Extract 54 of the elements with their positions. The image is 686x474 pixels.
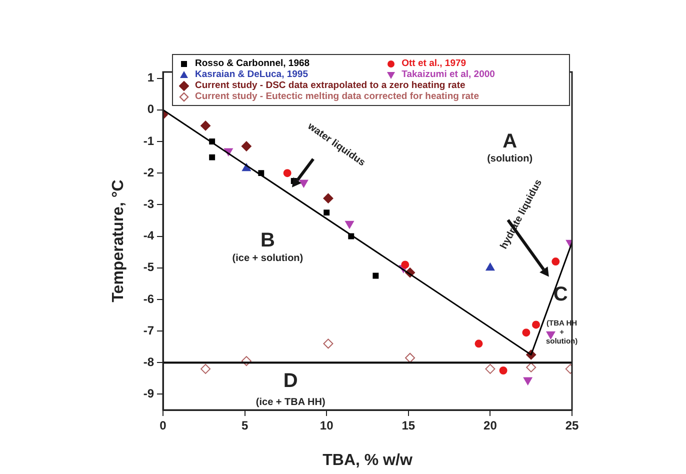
point — [209, 154, 216, 160]
annotation: D — [283, 370, 298, 392]
point — [200, 120, 211, 131]
point — [523, 377, 532, 385]
point — [241, 141, 252, 152]
point — [526, 362, 536, 372]
y-tick-label: -8 — [143, 354, 154, 369]
y-tick-label: 1 — [147, 70, 154, 85]
legend-label: Takaizumi et al, 2000 — [402, 69, 495, 80]
x-tick-label: 20 — [484, 418, 498, 433]
legend-label: Current study - Eutectic melting data corrected for heating rate — [195, 91, 479, 102]
point — [200, 364, 211, 374]
legend-label: Ott et al., 1979 — [402, 58, 466, 69]
y-tick-label: -3 — [143, 196, 154, 211]
point — [345, 220, 354, 229]
y-tick-label: -6 — [143, 292, 154, 306]
point — [283, 169, 292, 178]
point — [485, 364, 496, 374]
annotation: B — [260, 230, 275, 252]
x-tick-label: 15 — [402, 418, 416, 433]
x-axis-title: TBA, % w/w — [322, 452, 413, 469]
annotation: (solution) — [487, 153, 533, 164]
y-tick-label: -1 — [143, 134, 154, 148]
y-tick-label: -5 — [143, 260, 154, 274]
annotation: (ice + solution) — [232, 252, 304, 264]
point — [522, 328, 530, 337]
point — [323, 338, 334, 349]
point — [474, 340, 483, 348]
y-tick-label: -9 — [143, 386, 154, 401]
point — [499, 366, 508, 375]
x-tick-label: 5 — [241, 418, 248, 433]
y-tick-label: 0 — [147, 102, 154, 116]
legend-label: Kasraian & DeLuca, 1995 — [195, 69, 308, 80]
y-tick-label: -2 — [143, 165, 154, 180]
x-tick-label: 25 — [565, 418, 579, 433]
point — [401, 260, 410, 269]
y-tick-label: -4 — [143, 228, 154, 243]
annotation: A — [502, 130, 518, 152]
point — [323, 193, 334, 204]
point — [299, 180, 308, 188]
point — [486, 262, 495, 271]
point — [532, 320, 540, 329]
x-tick-label: 0 — [160, 418, 167, 433]
y-tick-label: -7 — [143, 323, 154, 338]
x-tick-label: 10 — [320, 418, 334, 433]
annotation: C — [553, 283, 568, 306]
point — [405, 352, 416, 363]
annotation: (ice + TBA HH) — [256, 396, 326, 408]
legend-label: Current study - DSC data extrapolated to a zero heating rate — [195, 80, 466, 91]
legend-label: Rosso & Carbonnel, 1968 — [195, 58, 310, 69]
point — [324, 210, 330, 216]
y-axis-title: Temperature, °C — [110, 179, 128, 302]
point — [552, 258, 560, 266]
point — [372, 272, 379, 279]
